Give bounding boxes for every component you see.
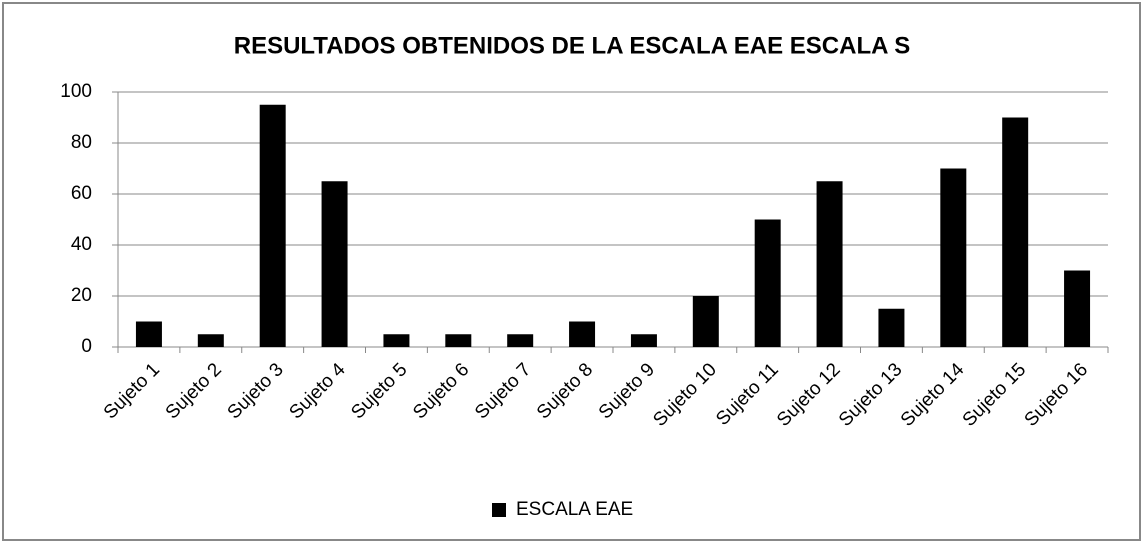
bar xyxy=(507,334,534,347)
bar xyxy=(878,308,905,347)
bar xyxy=(754,219,781,347)
bar xyxy=(383,334,410,347)
bar xyxy=(259,104,286,347)
chart-title: RESULTADOS OBTENIDOS DE LA ESCALA EAE ES… xyxy=(234,32,911,59)
bar xyxy=(1064,270,1091,347)
bar xyxy=(692,296,719,347)
y-tick-label: 60 xyxy=(71,183,92,204)
bar xyxy=(135,321,162,347)
bar xyxy=(1002,117,1029,347)
bar xyxy=(321,181,348,347)
y-tick-label: 40 xyxy=(71,234,92,255)
y-tick-label: 80 xyxy=(71,132,92,153)
y-tick-label: 0 xyxy=(81,336,92,357)
bar xyxy=(940,168,967,347)
bar xyxy=(630,334,657,347)
bar xyxy=(445,334,472,347)
bar xyxy=(816,181,843,347)
bar xyxy=(197,334,224,347)
legend-swatch xyxy=(492,503,506,517)
y-tick-label: 20 xyxy=(71,285,92,306)
bar xyxy=(569,321,596,347)
legend-label: ESCALA EAE xyxy=(516,499,633,520)
y-tick-label: 100 xyxy=(60,81,92,102)
